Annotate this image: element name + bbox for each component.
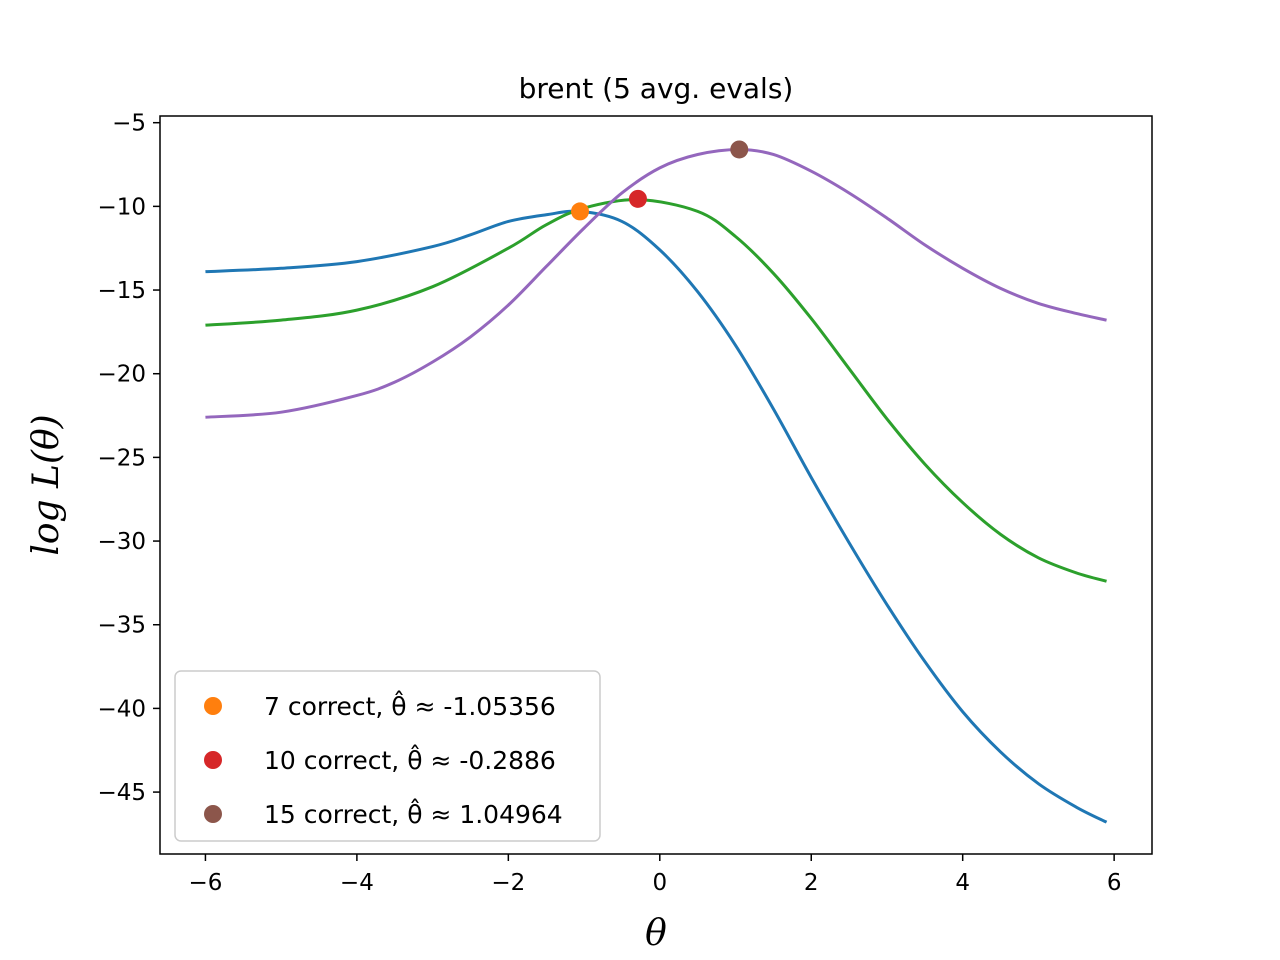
y-tick-label: −20 bbox=[97, 362, 146, 388]
legend-marker-3 bbox=[204, 805, 222, 823]
y-tick-label: −30 bbox=[97, 529, 146, 555]
legend: 7 correct, θ̂ ≈ -1.05356 10 correct, θ̂ ≈… bbox=[174, 670, 601, 842]
legend-box bbox=[174, 670, 601, 842]
legend-label-3: 15 correct, θ̂ ≈ 1.04964 bbox=[264, 798, 563, 829]
y-tick-label: −25 bbox=[97, 445, 146, 471]
x-tick-label: −4 bbox=[340, 870, 374, 896]
y-axis: −45 −40 −35 −30 −25 −20 −15 −10 −5 bbox=[97, 111, 160, 806]
x-tick-label: 4 bbox=[955, 870, 970, 896]
series-line-3 bbox=[205, 147, 1107, 419]
series-layer bbox=[205, 147, 1108, 824]
legend-label-2: 10 correct, θ̂ ≈ -0.2886 bbox=[264, 744, 556, 775]
series-line-1 bbox=[205, 209, 1108, 824]
y-tick-label: −15 bbox=[97, 278, 146, 304]
mle-point-3 bbox=[730, 140, 749, 159]
y-tick-label: −10 bbox=[97, 194, 146, 220]
x-tick-label: −2 bbox=[491, 870, 525, 896]
series-line-2 bbox=[205, 198, 1107, 583]
x-tick-label: −6 bbox=[188, 870, 222, 896]
mle-point-1 bbox=[571, 202, 590, 221]
chart-title: brent (5 avg. evals) bbox=[519, 72, 794, 105]
y-tick-label: −5 bbox=[112, 111, 146, 137]
y-tick-label: −40 bbox=[97, 696, 146, 722]
y-tick-label: −45 bbox=[97, 780, 146, 806]
y-axis-label: log L(θ) bbox=[26, 414, 67, 555]
x-tick-label: 0 bbox=[652, 870, 667, 896]
legend-marker-1 bbox=[204, 697, 222, 715]
mle-point-2 bbox=[628, 189, 647, 208]
legend-entries: 7 correct, θ̂ ≈ -1.05356 10 correct, θ̂ ≈… bbox=[204, 690, 563, 829]
x-tick-label: 6 bbox=[1107, 870, 1122, 896]
legend-label-1: 7 correct, θ̂ ≈ -1.05356 bbox=[264, 690, 556, 721]
x-tick-label: 2 bbox=[804, 870, 819, 896]
plot-area-frame bbox=[159, 115, 1153, 855]
legend-marker-2 bbox=[204, 751, 222, 769]
x-axis: −6 −4 −2 0 2 4 6 bbox=[188, 854, 1121, 896]
points-layer bbox=[571, 140, 749, 221]
y-tick-label: −35 bbox=[97, 613, 146, 639]
x-axis-label: θ bbox=[645, 913, 667, 954]
